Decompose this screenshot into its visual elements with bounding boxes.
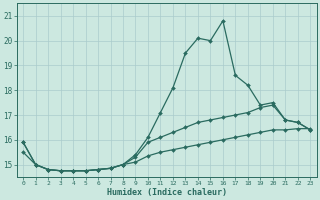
X-axis label: Humidex (Indice chaleur): Humidex (Indice chaleur) bbox=[107, 188, 227, 197]
